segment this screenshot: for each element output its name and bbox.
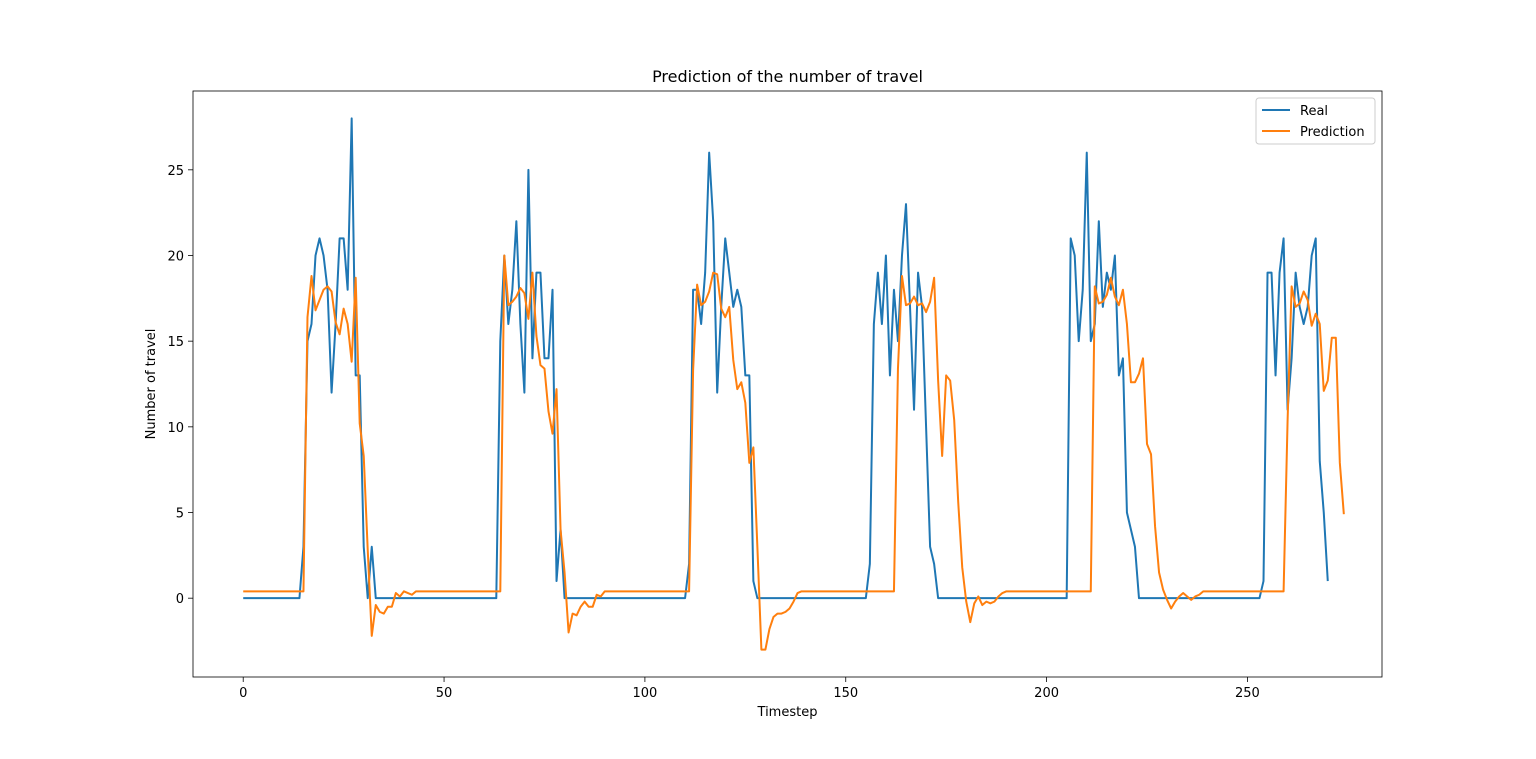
x-tick-label: 100 bbox=[632, 686, 657, 701]
y-tick-label: 5 bbox=[176, 507, 184, 522]
series-layer bbox=[243, 117, 1345, 651]
y-tick-label: 20 bbox=[167, 249, 184, 264]
legend-label-prediction: Prediction bbox=[1300, 125, 1365, 140]
x-tick-label: 200 bbox=[1034, 686, 1059, 701]
plot-frame bbox=[192, 90, 1383, 678]
y-tick-label: 25 bbox=[167, 164, 184, 179]
y-axis-label: Number of travel bbox=[144, 329, 159, 440]
x-axis-ticks: 0 50 100 150 200 250 bbox=[239, 677, 1260, 701]
x-axis-label: Timestep bbox=[757, 705, 818, 720]
y-axis-ticks: 0 5 10 15 20 25 bbox=[167, 164, 193, 607]
x-tick-label: 50 bbox=[436, 686, 453, 701]
y-tick-label: 10 bbox=[167, 421, 184, 436]
legend-label-real: Real bbox=[1300, 104, 1328, 119]
y-tick-label: 15 bbox=[167, 335, 184, 350]
legend: Real Prediction bbox=[1255, 97, 1376, 145]
x-tick-label: 150 bbox=[833, 686, 858, 701]
series-line-real bbox=[243, 117, 1329, 600]
x-tick-label: 0 bbox=[239, 686, 247, 701]
x-tick-label: 250 bbox=[1235, 686, 1260, 701]
y-tick-label: 0 bbox=[176, 592, 184, 607]
chart-title: Prediction of the number of travel bbox=[652, 67, 923, 86]
series-line-prediction bbox=[243, 254, 1345, 651]
